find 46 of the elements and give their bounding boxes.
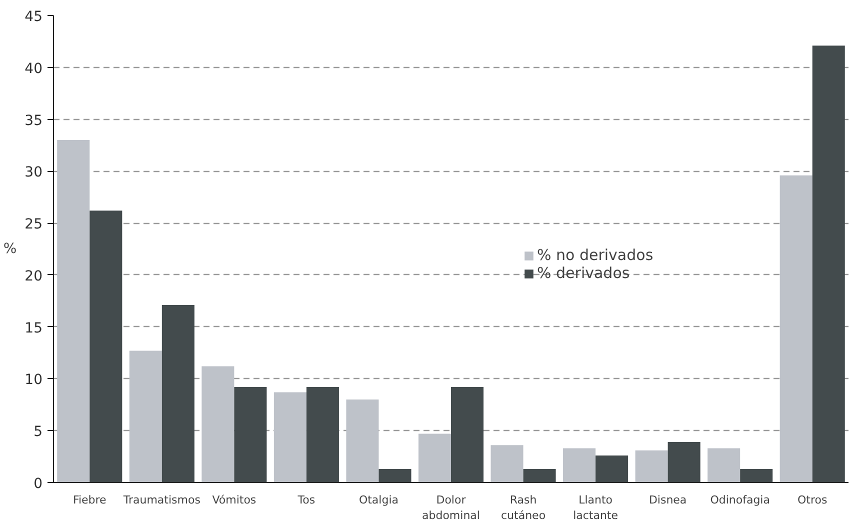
bar bbox=[451, 387, 484, 482]
bar bbox=[346, 399, 379, 482]
y-tick-label: 40 bbox=[24, 60, 43, 77]
x-tick-label: Dolor abdominal bbox=[422, 494, 480, 522]
bar bbox=[490, 445, 524, 482]
x-tick-label: Llanto lactante bbox=[573, 494, 618, 522]
bar bbox=[57, 140, 90, 482]
bar bbox=[596, 456, 628, 482]
bar bbox=[202, 366, 234, 482]
x-tick-label: Disnea bbox=[648, 494, 687, 506]
bar bbox=[90, 210, 122, 482]
legend-label: % no derivados bbox=[537, 246, 654, 264]
x-tick-label: Otros bbox=[798, 494, 828, 506]
y-tick-label: 45 bbox=[24, 9, 43, 25]
y-tick-label: 25 bbox=[24, 216, 43, 233]
bar bbox=[812, 46, 845, 482]
x-tick-label: Traumatismos bbox=[122, 494, 201, 506]
bar bbox=[780, 175, 812, 482]
x-tick-label: Odinofagia bbox=[710, 494, 770, 506]
bar bbox=[162, 305, 194, 482]
bar bbox=[523, 469, 556, 482]
bar bbox=[129, 350, 162, 482]
bar bbox=[418, 434, 451, 482]
x-tick-label: Vómitos bbox=[212, 494, 256, 506]
y-tick-label: 5 bbox=[34, 424, 43, 440]
x-tick-label: Rash cutáneo bbox=[501, 494, 546, 522]
bar bbox=[708, 448, 740, 482]
bar bbox=[668, 442, 700, 482]
y-tick-label: 15 bbox=[24, 320, 43, 336]
bar bbox=[274, 392, 306, 482]
bar bbox=[306, 387, 339, 482]
x-tick-label: Tos bbox=[296, 494, 316, 506]
y-tick-label: 10 bbox=[24, 372, 43, 388]
x-tick-label: Otalgia bbox=[358, 494, 399, 506]
legend-label: % derivados bbox=[537, 264, 630, 282]
y-tick-label: 35 bbox=[24, 112, 43, 129]
bar bbox=[378, 469, 412, 482]
bar bbox=[563, 448, 596, 482]
y-tick-label: 0 bbox=[34, 476, 43, 492]
bar bbox=[740, 469, 773, 482]
bar bbox=[234, 387, 267, 482]
y-tick-label: 20 bbox=[24, 268, 43, 284]
bar bbox=[635, 450, 668, 482]
y-axis-title: % bbox=[3, 241, 17, 257]
x-tick-label: Fiebre bbox=[72, 494, 107, 506]
y-tick-label: 30 bbox=[24, 164, 43, 181]
